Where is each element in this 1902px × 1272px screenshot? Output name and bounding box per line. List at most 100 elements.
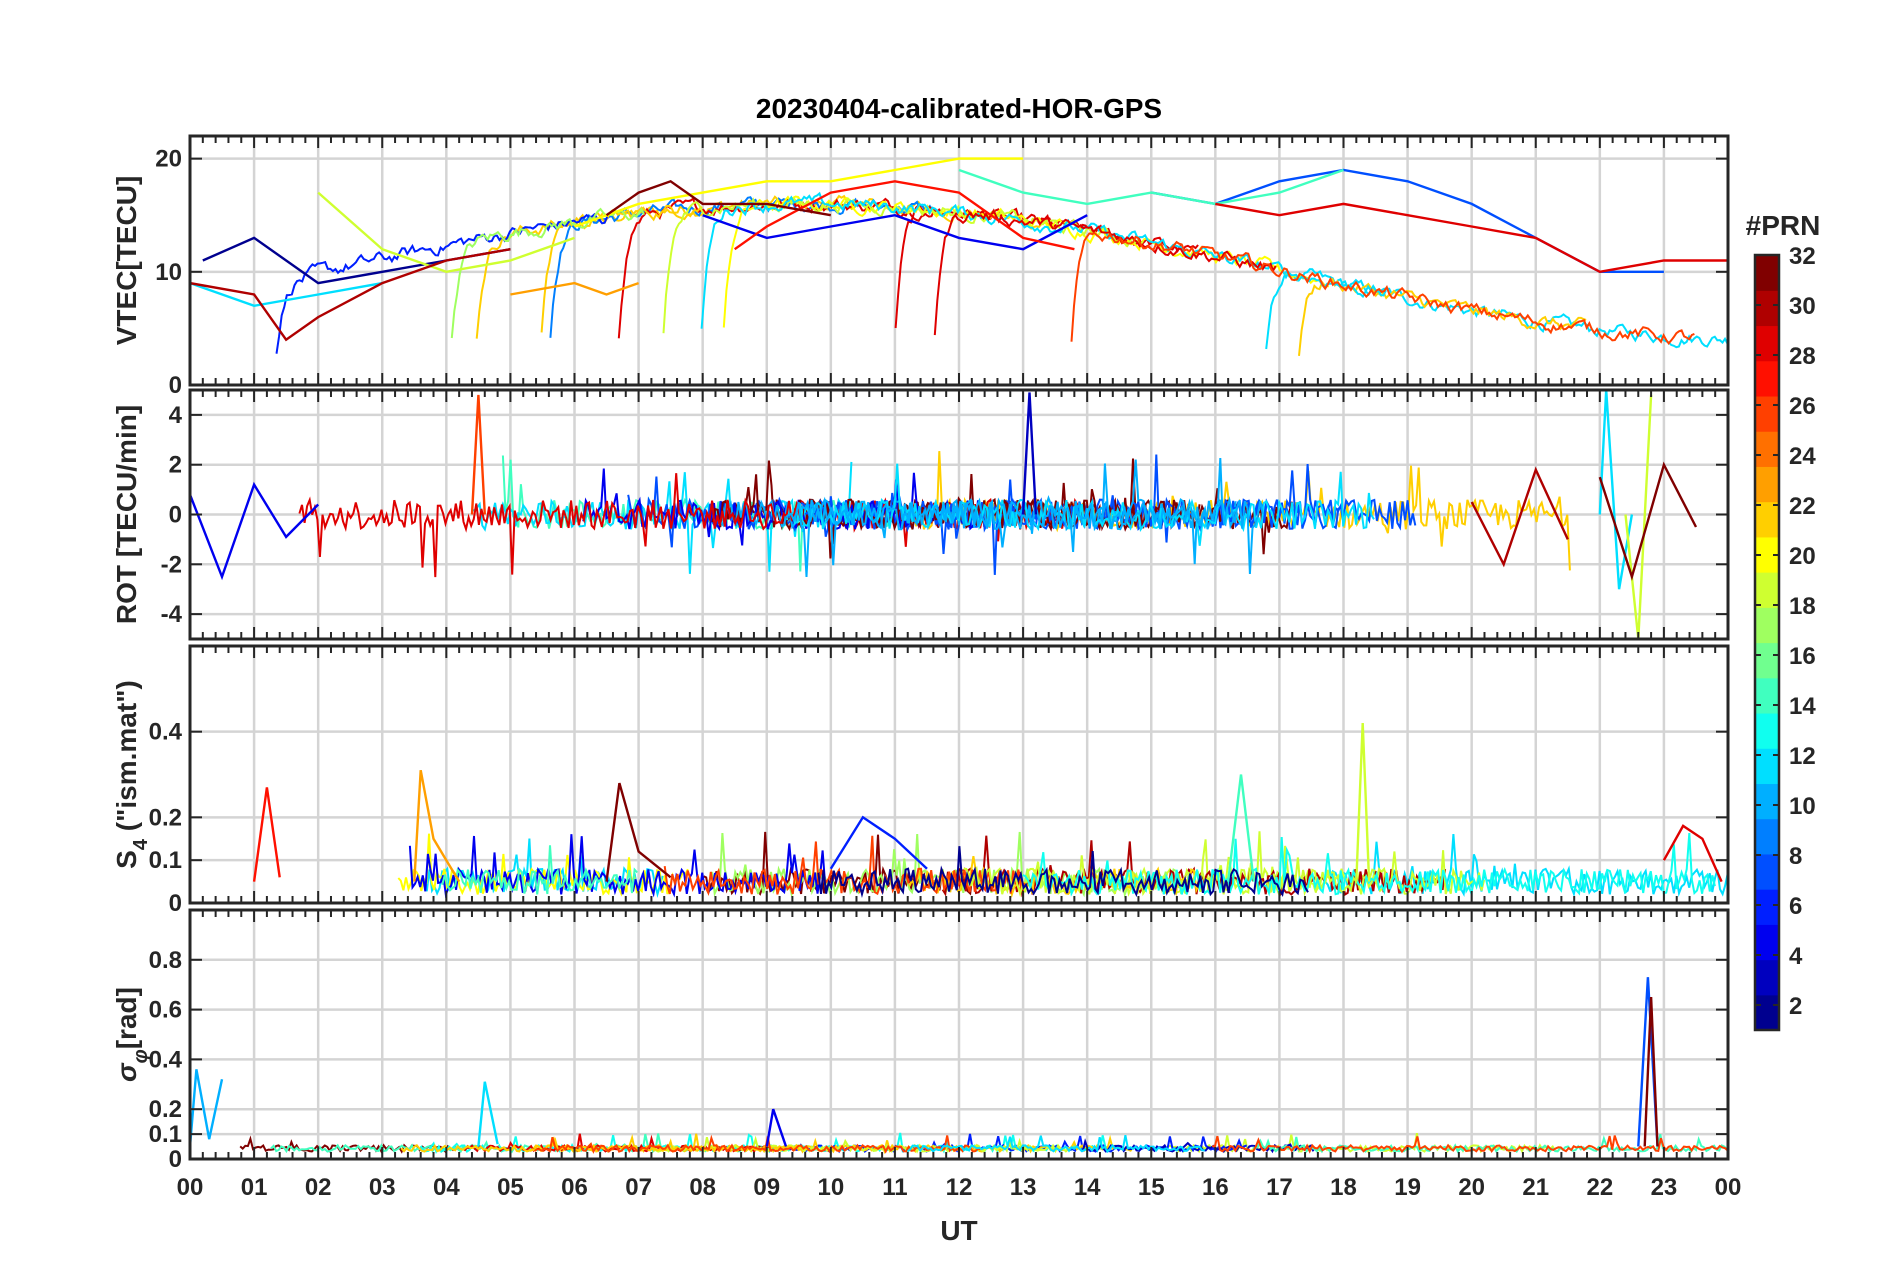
- colorbar-segment: [1755, 677, 1779, 714]
- x-tick-label: 10: [817, 1174, 844, 1201]
- y-label-main: σ: [111, 1062, 142, 1082]
- y-tick-label: 0.8: [149, 947, 182, 974]
- y-tick-label: 0.6: [149, 997, 182, 1024]
- series-prn-27: [252, 787, 281, 882]
- y-tick-label: 0.2: [149, 1096, 182, 1123]
- series-prn-23: [413, 769, 461, 883]
- minor-ticks: [189, 646, 1729, 903]
- x-tick-label: 17: [1266, 1174, 1293, 1201]
- y-tick-label: 0: [169, 372, 182, 399]
- series-prn-26: [470, 394, 486, 515]
- colorbar-segment: [1755, 889, 1779, 925]
- series-prn-27: [734, 180, 1075, 251]
- minor-ticks: [189, 136, 1729, 385]
- noise-trace: [785, 496, 1264, 578]
- colorbar-tick-label: 26: [1789, 393, 1816, 420]
- colorbar-segment: [1755, 607, 1779, 644]
- x-tick-label: 16: [1202, 1174, 1229, 1201]
- series-prn-30: [1470, 466, 1569, 568]
- noise-trace: [298, 473, 803, 578]
- x-tick-label: 02: [305, 1174, 332, 1201]
- y-tick-label: -4: [161, 601, 183, 628]
- colorbar-label: #PRN: [1746, 210, 1821, 241]
- x-tick-label: 23: [1651, 1174, 1678, 1201]
- series-prn-20: [574, 157, 1024, 228]
- series-prn-5: [702, 213, 1088, 251]
- series-group: [190, 157, 1728, 357]
- colorbar-tick-label: 12: [1789, 743, 1816, 770]
- noise-trace: [450, 206, 645, 339]
- x-tick-label: 21: [1522, 1174, 1549, 1201]
- series-prn-6: [829, 815, 928, 870]
- colorbar-tick-label: 22: [1789, 493, 1816, 520]
- y-label-rest: ("ism.mat"): [111, 680, 142, 839]
- y-label-rest: [rad]: [111, 987, 142, 1049]
- colorbar-segment: [1755, 818, 1779, 855]
- x-tick-label: 22: [1586, 1174, 1613, 1201]
- colorbar-tick-label: 30: [1789, 293, 1816, 320]
- colorbar-tick-label: 20: [1789, 543, 1816, 570]
- colorbar-segment: [1755, 642, 1779, 679]
- series-prn-5: [765, 1108, 788, 1147]
- series-prn-31: [605, 782, 672, 882]
- y-tick-label: 0.4: [149, 1046, 183, 1073]
- y-axis-label: σφ[rad]: [111, 987, 152, 1082]
- colorbar-tick-label: 24: [1789, 443, 1816, 470]
- noise-trace: [1081, 1138, 1315, 1154]
- series-group: [252, 723, 1728, 899]
- series-group: [190, 977, 1728, 1155]
- series-prn-30: [190, 248, 511, 342]
- colorbar-segment: [1755, 712, 1779, 749]
- y-tick-label: 20: [155, 146, 182, 173]
- colorbar-segment: [1755, 431, 1779, 467]
- colorbar-tick-label: 6: [1789, 893, 1802, 920]
- x-tick-label: 01: [241, 1174, 268, 1201]
- series-prn-19: [1624, 394, 1653, 639]
- noise-trace: [906, 1135, 1205, 1154]
- panel-4: 00.10.2 0.4 0.6 0.8 σφ[rad]: [111, 908, 1730, 1173]
- colorbar-segment: [1755, 290, 1779, 327]
- x-tick-label: 05: [497, 1174, 524, 1201]
- y-axis: -4 -2 0 2 4: [161, 402, 1728, 628]
- colorbar-segment: [1755, 395, 1779, 432]
- y-tick-label: 0: [169, 502, 182, 529]
- colorbar-tick-label: 32: [1789, 243, 1816, 270]
- y-tick-label: 0: [169, 1146, 182, 1173]
- y-axis: 0 10 20: [155, 146, 1728, 399]
- colorbar-segment: [1755, 255, 1779, 291]
- y-axis-label: ROT [TECU/min]: [111, 405, 142, 624]
- y-tick-label: 10: [155, 259, 182, 286]
- noise-trace: [441, 845, 638, 895]
- colorbar-segment: [1755, 783, 1779, 820]
- series-prn-11: [477, 1081, 499, 1147]
- series-prn-18: [1355, 723, 1371, 882]
- x-tick-label: 04: [433, 1174, 460, 1201]
- noise-trace: [817, 846, 1309, 898]
- series-prn-4: [190, 481, 320, 581]
- panel-1: 0 10 20 VTEC[TECU]: [111, 134, 1730, 399]
- series-prn-11: [1598, 390, 1634, 590]
- y-tick-label: 2: [169, 452, 182, 479]
- minor-ticks: [189, 390, 1729, 639]
- noise-trace: [786, 463, 1375, 546]
- y-tick-label: -2: [161, 551, 182, 578]
- colorbar-segment: [1755, 959, 1779, 996]
- y-axis-label: S4 ("ism.mat"): [111, 680, 152, 869]
- y-axis-label: VTEC[TECU]: [111, 176, 142, 346]
- y-tick-label: 0: [169, 890, 182, 917]
- x-tick-label: 06: [561, 1174, 588, 1201]
- noise-trace: [533, 1134, 981, 1154]
- panel-3: 00.10.20.4S4 ("ism.mat"): [111, 644, 1730, 917]
- colorbar-frame: [1753, 253, 1781, 1032]
- series-prn-32: [1598, 461, 1698, 581]
- series-prn-32: [605, 179, 832, 217]
- colorbar-tick-label: 16: [1789, 643, 1816, 670]
- colorbar-segment: [1755, 853, 1779, 890]
- series-prn-3: [1021, 392, 1038, 515]
- series-prn-12: [190, 281, 383, 308]
- x-tick-label: 09: [753, 1174, 780, 1201]
- series-prn-28: [1662, 824, 1723, 883]
- colorbar-tick-label: 10: [1789, 793, 1816, 820]
